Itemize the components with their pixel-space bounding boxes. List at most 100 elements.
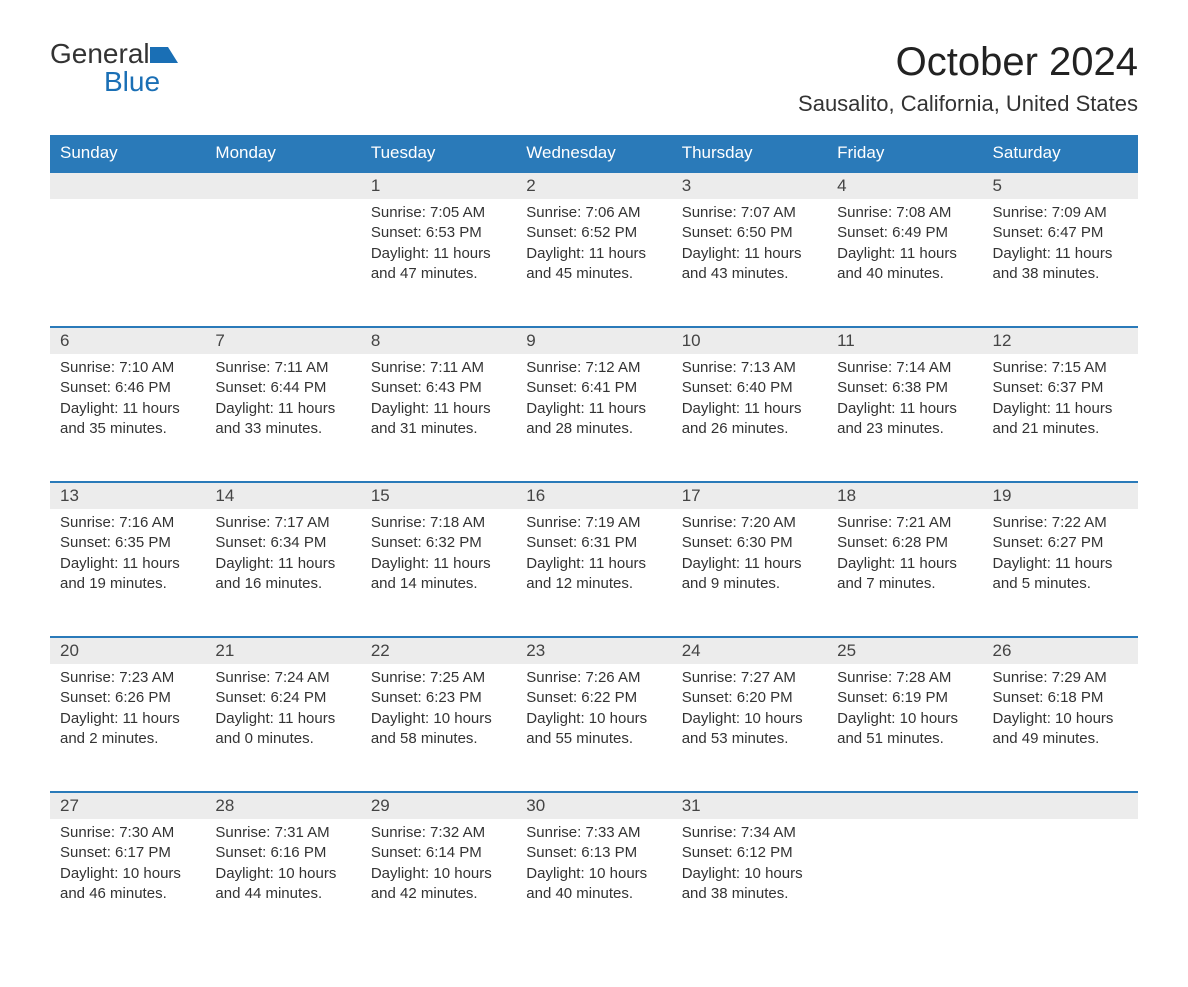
sunset-text: Sunset: 6:17 PM xyxy=(60,843,195,863)
day-content-cell: Sunrise: 7:21 AMSunset: 6:28 PMDaylight:… xyxy=(827,509,982,637)
sunset-text: Sunset: 6:35 PM xyxy=(60,533,195,553)
day-number-cell xyxy=(50,172,205,199)
day-number-cell: 2 xyxy=(516,172,671,199)
day-number-cell xyxy=(205,172,360,199)
sunrise-text: Sunrise: 7:21 AM xyxy=(837,513,972,533)
daylight-text: Daylight: 11 hours and 16 minutes. xyxy=(215,554,350,595)
day-content-cell xyxy=(983,819,1138,947)
sunset-text: Sunset: 6:37 PM xyxy=(993,378,1128,398)
sunset-text: Sunset: 6:12 PM xyxy=(682,843,817,863)
sunset-text: Sunset: 6:43 PM xyxy=(371,378,506,398)
daylight-text: Daylight: 11 hours and 38 minutes. xyxy=(993,244,1128,285)
daylight-text: Daylight: 10 hours and 44 minutes. xyxy=(215,864,350,905)
day-number-cell xyxy=(983,792,1138,819)
sunrise-text: Sunrise: 7:11 AM xyxy=(215,358,350,378)
day-content-cell: Sunrise: 7:11 AMSunset: 6:43 PMDaylight:… xyxy=(361,354,516,482)
sunrise-text: Sunrise: 7:27 AM xyxy=(682,668,817,688)
sunrise-text: Sunrise: 7:34 AM xyxy=(682,823,817,843)
sunrise-text: Sunrise: 7:24 AM xyxy=(215,668,350,688)
day-content-cell: Sunrise: 7:12 AMSunset: 6:41 PMDaylight:… xyxy=(516,354,671,482)
sunrise-text: Sunrise: 7:29 AM xyxy=(993,668,1128,688)
day-content-cell: Sunrise: 7:20 AMSunset: 6:30 PMDaylight:… xyxy=(672,509,827,637)
sunrise-text: Sunrise: 7:15 AM xyxy=(993,358,1128,378)
content-row: Sunrise: 7:05 AMSunset: 6:53 PMDaylight:… xyxy=(50,199,1138,327)
day-content-cell: Sunrise: 7:23 AMSunset: 6:26 PMDaylight:… xyxy=(50,664,205,792)
logo-flag-icon xyxy=(150,43,178,68)
header: General Blue October 2024 Sausalito, Cal… xyxy=(50,40,1138,127)
day-number-cell: 20 xyxy=(50,637,205,664)
sunrise-text: Sunrise: 7:28 AM xyxy=(837,668,972,688)
day-content-cell: Sunrise: 7:29 AMSunset: 6:18 PMDaylight:… xyxy=(983,664,1138,792)
daylight-text: Daylight: 10 hours and 49 minutes. xyxy=(993,709,1128,750)
sunset-text: Sunset: 6:20 PM xyxy=(682,688,817,708)
day-content-cell: Sunrise: 7:24 AMSunset: 6:24 PMDaylight:… xyxy=(205,664,360,792)
sunset-text: Sunset: 6:28 PM xyxy=(837,533,972,553)
daylight-text: Daylight: 11 hours and 14 minutes. xyxy=(371,554,506,595)
day-number-cell: 27 xyxy=(50,792,205,819)
day-content-cell xyxy=(205,199,360,327)
daylight-text: Daylight: 10 hours and 51 minutes. xyxy=(837,709,972,750)
sunrise-text: Sunrise: 7:17 AM xyxy=(215,513,350,533)
day-content-cell: Sunrise: 7:08 AMSunset: 6:49 PMDaylight:… xyxy=(827,199,982,327)
day-content-cell: Sunrise: 7:09 AMSunset: 6:47 PMDaylight:… xyxy=(983,199,1138,327)
day-content-cell: Sunrise: 7:07 AMSunset: 6:50 PMDaylight:… xyxy=(672,199,827,327)
daylight-text: Daylight: 11 hours and 5 minutes. xyxy=(993,554,1128,595)
sunset-text: Sunset: 6:13 PM xyxy=(526,843,661,863)
content-row: Sunrise: 7:16 AMSunset: 6:35 PMDaylight:… xyxy=(50,509,1138,637)
sunset-text: Sunset: 6:22 PM xyxy=(526,688,661,708)
day-number-cell: 17 xyxy=(672,482,827,509)
daynum-row: 20212223242526 xyxy=(50,637,1138,664)
day-number-cell: 7 xyxy=(205,327,360,354)
sunset-text: Sunset: 6:41 PM xyxy=(526,378,661,398)
sunset-text: Sunset: 6:23 PM xyxy=(371,688,506,708)
sunrise-text: Sunrise: 7:05 AM xyxy=(371,203,506,223)
daynum-row: 13141516171819 xyxy=(50,482,1138,509)
day-header: Saturday xyxy=(983,135,1138,172)
day-number-cell: 8 xyxy=(361,327,516,354)
daylight-text: Daylight: 10 hours and 58 minutes. xyxy=(371,709,506,750)
day-number-cell: 6 xyxy=(50,327,205,354)
day-number-cell: 10 xyxy=(672,327,827,354)
daylight-text: Daylight: 11 hours and 26 minutes. xyxy=(682,399,817,440)
daylight-text: Daylight: 10 hours and 40 minutes. xyxy=(526,864,661,905)
sunset-text: Sunset: 6:52 PM xyxy=(526,223,661,243)
day-number-cell: 31 xyxy=(672,792,827,819)
day-number-cell: 30 xyxy=(516,792,671,819)
daylight-text: Daylight: 11 hours and 0 minutes. xyxy=(215,709,350,750)
day-number-cell: 13 xyxy=(50,482,205,509)
sunset-text: Sunset: 6:32 PM xyxy=(371,533,506,553)
day-number-cell: 9 xyxy=(516,327,671,354)
sunset-text: Sunset: 6:46 PM xyxy=(60,378,195,398)
content-row: Sunrise: 7:30 AMSunset: 6:17 PMDaylight:… xyxy=(50,819,1138,947)
day-content-cell: Sunrise: 7:33 AMSunset: 6:13 PMDaylight:… xyxy=(516,819,671,947)
sunrise-text: Sunrise: 7:22 AM xyxy=(993,513,1128,533)
day-header: Tuesday xyxy=(361,135,516,172)
daylight-text: Daylight: 11 hours and 23 minutes. xyxy=(837,399,972,440)
day-content-cell: Sunrise: 7:19 AMSunset: 6:31 PMDaylight:… xyxy=(516,509,671,637)
day-number-cell xyxy=(827,792,982,819)
day-number-cell: 26 xyxy=(983,637,1138,664)
daynum-row: 6789101112 xyxy=(50,327,1138,354)
sunset-text: Sunset: 6:40 PM xyxy=(682,378,817,398)
sunrise-text: Sunrise: 7:33 AM xyxy=(526,823,661,843)
day-content-cell: Sunrise: 7:25 AMSunset: 6:23 PMDaylight:… xyxy=(361,664,516,792)
day-content-cell: Sunrise: 7:31 AMSunset: 6:16 PMDaylight:… xyxy=(205,819,360,947)
day-content-cell xyxy=(50,199,205,327)
logo-text-blue: Blue xyxy=(50,66,160,97)
logo-text-general: General xyxy=(50,38,150,69)
day-header: Monday xyxy=(205,135,360,172)
sunset-text: Sunset: 6:47 PM xyxy=(993,223,1128,243)
daylight-text: Daylight: 11 hours and 43 minutes. xyxy=(682,244,817,285)
day-content-cell: Sunrise: 7:26 AMSunset: 6:22 PMDaylight:… xyxy=(516,664,671,792)
day-header: Friday xyxy=(827,135,982,172)
day-number-cell: 4 xyxy=(827,172,982,199)
daylight-text: Daylight: 10 hours and 55 minutes. xyxy=(526,709,661,750)
day-content-cell: Sunrise: 7:17 AMSunset: 6:34 PMDaylight:… xyxy=(205,509,360,637)
daylight-text: Daylight: 11 hours and 2 minutes. xyxy=(60,709,195,750)
sunset-text: Sunset: 6:16 PM xyxy=(215,843,350,863)
day-number-cell: 12 xyxy=(983,327,1138,354)
daylight-text: Daylight: 10 hours and 38 minutes. xyxy=(682,864,817,905)
day-number-cell: 21 xyxy=(205,637,360,664)
daylight-text: Daylight: 10 hours and 42 minutes. xyxy=(371,864,506,905)
calendar-table: SundayMondayTuesdayWednesdayThursdayFrid… xyxy=(50,135,1138,947)
